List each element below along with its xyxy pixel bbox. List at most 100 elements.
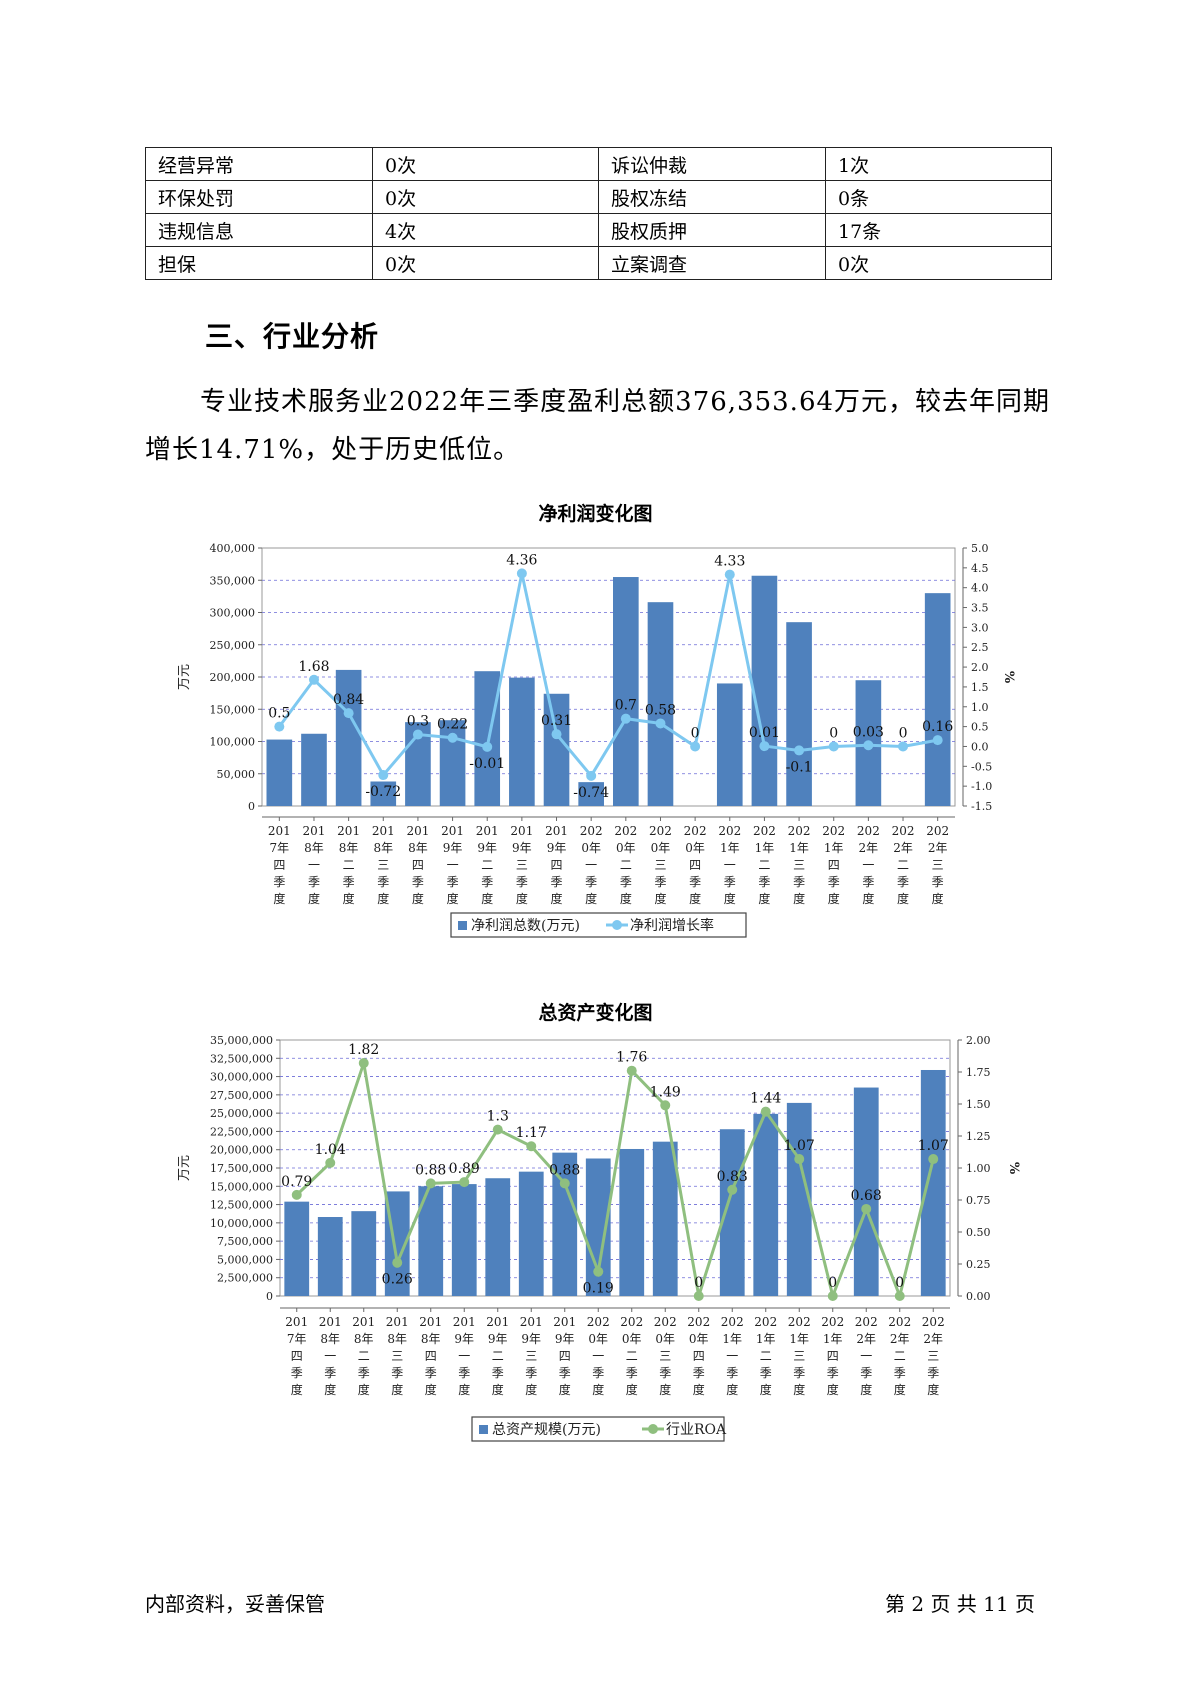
series-point	[559, 1178, 570, 1189]
bar	[518, 1171, 544, 1296]
data-label: 1.3	[487, 1109, 509, 1125]
risk-table-row: 经营异常 0次 诉讼仲裁 1次	[145, 147, 1053, 181]
x-tick-label: 202 1年三季度	[788, 1315, 811, 1397]
data-label: 0.5	[268, 706, 290, 722]
series-point	[894, 1291, 905, 1301]
bar	[751, 575, 778, 806]
data-label: 0.68	[851, 1188, 882, 1204]
x-tick-label: 202 1年一季度	[718, 824, 741, 906]
bar	[351, 1211, 377, 1296]
bar	[647, 602, 674, 806]
data-label: 1.07	[784, 1138, 815, 1154]
series-point	[759, 741, 770, 752]
series-point	[343, 708, 354, 719]
x-tick-label: 201 8年一季度	[303, 824, 326, 906]
x-tick-label: 201 9年一季度	[441, 824, 464, 906]
series-point	[928, 1154, 939, 1165]
series-point	[863, 740, 874, 751]
y-tick-label: 32,500,000	[210, 1052, 273, 1065]
risk-table-row: 担保 0次 立案调查 0次	[145, 246, 1053, 280]
y-tick-label: 30,000,000	[210, 1071, 273, 1084]
section-paragraph: 专业技术服务业2022年三季度盈利总额376,353.64万元，较去年同期增长1…	[145, 387, 1051, 465]
y-tick-label: 25,000,000	[210, 1107, 273, 1120]
bar	[552, 1152, 578, 1296]
data-label: 1.44	[750, 1091, 781, 1107]
bar	[786, 622, 812, 806]
y2-tick-label: 0.25	[966, 1258, 991, 1271]
data-label: 0.7	[615, 698, 637, 714]
series-point	[325, 1157, 336, 1168]
series-point	[593, 1266, 604, 1277]
data-label: 0	[828, 1275, 837, 1291]
y-tick-label: 2,500,000	[217, 1272, 273, 1285]
risk-item-label: 违规信息	[145, 213, 373, 247]
series-point	[724, 569, 735, 580]
bar	[451, 1184, 477, 1296]
y2-tick-label: -0.5	[971, 760, 992, 773]
y2-tick-label: 0.0	[971, 740, 989, 753]
x-tick-label: 202 1年一季度	[721, 1315, 744, 1397]
series-point	[794, 745, 805, 756]
legend-swatch-bar	[479, 1425, 488, 1434]
x-tick-label: 202 2年二季度	[888, 1315, 911, 1397]
y2-tick-label: 0.50	[966, 1226, 991, 1239]
series-line	[278, 573, 938, 779]
footer-page-number: 第 2 页 共 11 页	[885, 1592, 1035, 1616]
y2-tick-label: 1.75	[966, 1066, 991, 1079]
y-tick-label: 0	[266, 1290, 273, 1303]
risk-item-value: 1次	[824, 147, 1053, 181]
y-tick-label: 35,000,000	[210, 1034, 273, 1047]
y-tick-label: 5,000,000	[217, 1253, 273, 1266]
legend-swatch-bar	[458, 921, 467, 930]
series-point	[727, 1184, 738, 1195]
legend-label: 总资产规模(万元)	[492, 1422, 601, 1438]
bar	[335, 669, 362, 806]
series-point	[447, 732, 458, 743]
data-label: -0.1	[786, 759, 813, 775]
data-label: 1.68	[298, 659, 329, 675]
bar	[652, 1141, 678, 1296]
footer-confidential-note: 内部资料，妥善保管	[145, 1592, 325, 1616]
bar	[509, 677, 535, 806]
x-tick-label: 202 2年一季度	[855, 1315, 878, 1397]
x-tick-label: 201 8年三季度	[386, 1315, 409, 1397]
y-axis-title: 万元	[177, 664, 192, 690]
y2-tick-label: 3.0	[971, 621, 989, 634]
bar	[474, 671, 501, 806]
series-point	[827, 1291, 838, 1301]
net-profit-chart: 400,000 350,000 300,000 250,000 200,000 150,0…	[177, 542, 1016, 938]
x-tick-label: 202 0年一季度	[587, 1315, 610, 1397]
data-label: 0	[694, 1275, 703, 1291]
risk-table-row: 环保处罚 0次 股权冻结 0条	[145, 180, 1053, 214]
data-label: 0	[895, 1275, 904, 1291]
x-tick-label: 201 9年一季度	[453, 1315, 476, 1397]
bar	[613, 577, 639, 806]
series-point	[291, 1189, 302, 1200]
y-tick-label: 10,000,000	[210, 1217, 273, 1230]
data-label: 0.58	[645, 702, 676, 718]
data-label: 0	[829, 725, 838, 741]
x-tick-label: 201 8年四季度	[419, 1315, 442, 1397]
series-point	[828, 741, 839, 752]
x-tick-label: 202 2年三季度	[926, 824, 949, 906]
x-tick-label: 202 0年二季度	[614, 824, 637, 906]
series-point	[620, 713, 631, 724]
legend	[471, 1416, 725, 1442]
y-tick-label: 15,000,000	[210, 1180, 273, 1193]
risk-item-label: 环保处罚	[145, 180, 373, 214]
x-tick-label: 201 8年一季度	[319, 1315, 342, 1397]
y-tick-label: 27,500,000	[210, 1089, 273, 1102]
bar	[578, 782, 604, 806]
y2-tick-label: -1.0	[971, 780, 992, 793]
series-point	[482, 741, 493, 752]
data-label: 4.33	[714, 554, 745, 570]
risk-item-value: 0条	[824, 180, 1053, 214]
data-label: 0	[691, 725, 700, 741]
y2-tick-label: 0.00	[966, 1290, 991, 1303]
y-tick-label: 250,000	[210, 639, 256, 652]
data-label: 0.89	[449, 1161, 480, 1177]
risk-item-value: 4次	[372, 213, 599, 247]
y2-tick-label: 0.5	[971, 721, 989, 734]
risk-item-label: 股权质押	[597, 213, 826, 247]
y2-tick-label: 0.75	[966, 1194, 991, 1207]
